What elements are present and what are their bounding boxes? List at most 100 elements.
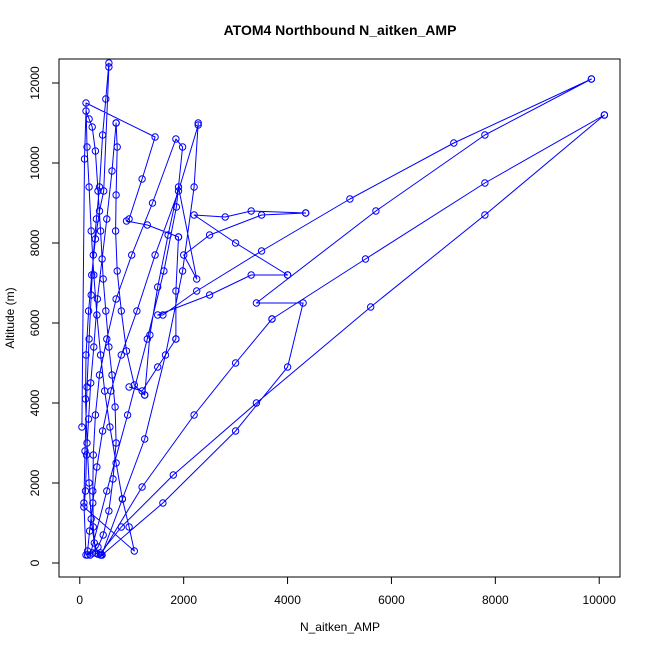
data-point bbox=[193, 287, 201, 295]
data-point bbox=[84, 307, 93, 315]
y-tick-label: 12000 bbox=[28, 66, 42, 100]
data-point bbox=[91, 147, 100, 155]
data-point bbox=[231, 239, 240, 247]
data-point bbox=[112, 439, 120, 447]
data-point bbox=[231, 359, 240, 367]
y-tick-label: 10000 bbox=[28, 146, 42, 180]
data-point bbox=[130, 381, 139, 389]
data-point bbox=[98, 255, 106, 263]
data-point bbox=[138, 387, 146, 395]
y-axis-label: Altitude (m) bbox=[3, 287, 17, 348]
data-point bbox=[87, 515, 95, 523]
data-point bbox=[86, 551, 94, 559]
chart-title: ATOM4 Northbound N_aitken_AMP bbox=[224, 22, 457, 38]
data-point bbox=[172, 287, 180, 295]
data-point bbox=[100, 187, 108, 195]
data-point bbox=[112, 119, 120, 127]
data-point bbox=[190, 211, 198, 219]
data-point bbox=[138, 175, 146, 183]
data-point bbox=[159, 311, 167, 319]
data-point bbox=[133, 307, 141, 315]
data-point bbox=[252, 299, 261, 307]
data-point bbox=[299, 299, 307, 307]
data-point bbox=[372, 207, 380, 215]
data-point bbox=[96, 351, 105, 359]
data-point bbox=[85, 479, 93, 487]
data-point bbox=[80, 499, 88, 507]
data-point bbox=[80, 503, 88, 511]
x-tick-label: 4000 bbox=[274, 593, 301, 607]
data-point bbox=[90, 539, 99, 547]
data-point bbox=[205, 291, 214, 299]
data-point bbox=[172, 335, 180, 343]
data-point bbox=[95, 371, 104, 379]
data-point bbox=[247, 271, 255, 279]
data-point bbox=[82, 551, 90, 559]
data-point bbox=[93, 311, 101, 319]
data-point bbox=[106, 423, 114, 431]
series-line bbox=[81, 62, 605, 556]
data-point bbox=[160, 267, 168, 275]
data-point bbox=[180, 251, 188, 259]
data-point bbox=[112, 191, 120, 199]
data-point bbox=[89, 523, 98, 531]
data-point bbox=[98, 427, 107, 435]
data-point bbox=[113, 267, 121, 275]
data-point bbox=[88, 123, 96, 131]
data-point bbox=[600, 111, 609, 119]
data-point bbox=[95, 183, 104, 191]
data-point bbox=[103, 215, 111, 223]
data-point bbox=[82, 107, 90, 115]
data-point bbox=[101, 387, 109, 395]
data-point bbox=[102, 95, 110, 103]
y-tick-label: 0 bbox=[28, 559, 42, 566]
data-point bbox=[125, 523, 133, 531]
data-point bbox=[78, 423, 86, 431]
data-point bbox=[154, 311, 162, 319]
data-point bbox=[159, 499, 167, 507]
data-point bbox=[194, 119, 202, 127]
data-point bbox=[117, 307, 126, 315]
data-point bbox=[105, 507, 113, 515]
data-point bbox=[172, 135, 180, 143]
x-axis-label: N_aitken_AMP bbox=[300, 620, 380, 634]
x-tick-label: 2000 bbox=[170, 593, 197, 607]
data-point bbox=[111, 403, 119, 411]
data-point bbox=[103, 335, 111, 343]
data-point bbox=[128, 251, 136, 259]
data-point bbox=[268, 315, 276, 323]
data-point bbox=[92, 215, 101, 223]
data-point bbox=[587, 75, 596, 83]
data-point bbox=[283, 271, 292, 279]
data-point bbox=[450, 139, 458, 147]
data-point bbox=[85, 527, 94, 535]
data-point bbox=[82, 99, 90, 107]
data-point bbox=[112, 459, 120, 467]
data-point bbox=[83, 547, 92, 555]
data-point bbox=[481, 131, 489, 139]
data-point bbox=[118, 495, 127, 503]
data-point bbox=[190, 183, 198, 191]
data-point bbox=[96, 227, 105, 235]
data-point bbox=[108, 371, 116, 379]
data-point bbox=[85, 183, 93, 191]
data-point bbox=[98, 131, 107, 139]
data-point bbox=[83, 143, 91, 151]
data-point bbox=[125, 383, 133, 391]
data-point bbox=[90, 343, 98, 351]
data-point bbox=[346, 195, 354, 203]
data-point bbox=[90, 271, 98, 279]
data-point bbox=[81, 395, 90, 403]
data-point bbox=[112, 295, 120, 303]
data-point bbox=[122, 217, 131, 225]
data-point bbox=[117, 351, 126, 359]
data-point bbox=[83, 439, 91, 447]
data-point bbox=[96, 549, 105, 557]
data-point bbox=[94, 187, 102, 195]
data-point bbox=[109, 475, 117, 483]
data-point bbox=[94, 543, 102, 551]
data-point bbox=[123, 411, 132, 419]
data-point bbox=[231, 427, 240, 435]
data-point bbox=[193, 275, 201, 283]
data-point bbox=[257, 247, 266, 255]
